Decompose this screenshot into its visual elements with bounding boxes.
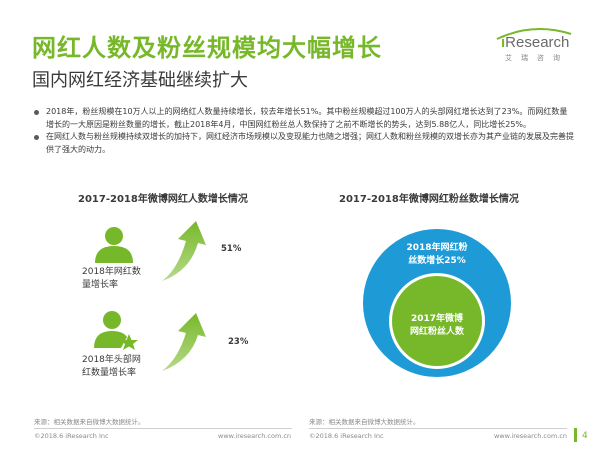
source-note-right: 来源：相关数据来自微博大数据统计。: [309, 418, 420, 426]
bullet-text: 在网红人数与粉丝规模持续双增长的加持下，网红经济市场规模以及变现能力也随之增强；…: [46, 132, 574, 154]
left-item-label-line2: 红数量增长率: [82, 368, 137, 378]
page-number: 4: [582, 431, 588, 441]
left-item-label-line1: 2018年网红数: [82, 267, 141, 277]
left-item-label: 2018年头部网 红数量增长率: [82, 354, 141, 380]
bullet-item: 在网红人数与粉丝规模持续双增长的加持下，网红经济市场规模以及变现能力也随之增强；…: [34, 131, 574, 156]
left-item-label-line1: 2018年头部网: [82, 355, 141, 365]
page-title: 网红人数及粉丝规模均大幅增长: [32, 34, 382, 62]
page-marker: [574, 428, 577, 442]
url-right[interactable]: www.iresearch.com.cn: [494, 432, 568, 440]
url-left[interactable]: www.iresearch.com.cn: [218, 432, 292, 440]
bullet-item: 2018年，粉丝规模在10万人以上的网络红人数量持续增长，较去年增长51%。其中…: [34, 106, 574, 131]
page-subtitle: 国内网红经济基础继续扩大: [32, 70, 248, 91]
logo-subtitle: 艾瑞咨询: [505, 54, 569, 62]
growth-value-51: 51%: [221, 244, 242, 254]
source-note-left: 来源：相关数据来自微博大数据统计。: [34, 418, 145, 426]
person-star-icon: [94, 311, 138, 350]
iresearch-logo: iResearch 艾瑞咨询: [491, 28, 572, 68]
logo-wordmark: iResearch: [501, 34, 569, 51]
copyright-right: ©2018.6 iResearch Inc: [309, 432, 384, 440]
bullet-dot-icon: [34, 135, 39, 141]
inner-circle-label-line2: 网红粉丝人数: [409, 327, 464, 337]
left-chart-title: 2017-2018年微博网红人数增长情况: [78, 194, 248, 205]
left-item-label: 2018年网红数 量增长率: [82, 266, 141, 292]
growth-arrow-icon: [162, 313, 206, 371]
outer-circle-label-line1: 2018年网红粉: [406, 243, 468, 253]
bullet-dot-icon: [34, 110, 39, 115]
fans-2017-circle: [389, 273, 485, 369]
footer-divider-right: [309, 428, 567, 429]
growth-arrow-icon: [162, 221, 206, 281]
bullet-text: 2018年，粉丝规模在10万人以上的网络红人数量持续增长，较去年增长51%。其中…: [46, 107, 568, 129]
person-icon: [95, 227, 133, 263]
inner-circle-label-line1: 2017年微博: [410, 314, 464, 324]
growth-value-23: 23%: [228, 337, 249, 347]
outer-circle-label-line2: 丝数增长25%: [408, 256, 466, 266]
inner-circle-label: 2017年微博 网红粉丝人数: [396, 313, 478, 339]
right-chart-title: 2017-2018年微博网红粉丝数增长情况: [339, 194, 519, 205]
logo-research: Research: [505, 34, 570, 51]
outer-circle-label: 2018年网红粉 丝数增长25%: [396, 242, 478, 268]
logo-arc-icon: [496, 28, 572, 40]
copyright-left: ©2018.6 iResearch Inc: [34, 432, 109, 440]
bullet-list: 2018年，粉丝规模在10万人以上的网络红人数量持续增长，较去年增长51%。其中…: [34, 106, 574, 156]
left-item-label-line2: 量增长率: [82, 280, 119, 290]
footer-divider-left: [34, 428, 292, 429]
logo-i: i: [501, 34, 506, 51]
